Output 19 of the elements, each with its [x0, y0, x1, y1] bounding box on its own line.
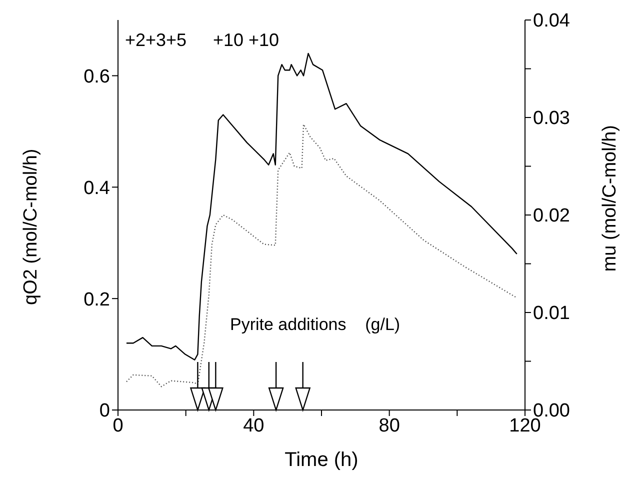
y2-tick-label: 0.03	[533, 108, 570, 130]
y2-axis-title: mu (mol/C-mol/h)	[600, 125, 621, 272]
x-tick-label: 80	[378, 415, 400, 436]
y-tick-label: 0.4	[84, 178, 110, 199]
x-tick-label: 40	[243, 415, 264, 436]
line-series	[126, 52, 518, 360]
x-axis-title: Time (h)	[284, 449, 358, 471]
y-tick-label: 0.6	[84, 66, 110, 88]
line-series	[126, 124, 518, 388]
y-axis-title: qO2 (mol/C-mol/h)	[20, 148, 42, 305]
y2-tick-label: 0.01	[533, 303, 570, 324]
y2-tick-label: 0.02	[533, 206, 570, 227]
y2-tick-label: 0.04	[533, 10, 570, 32]
x-tick-label: 0	[112, 415, 124, 436]
y-tick-label: 0	[99, 400, 110, 422]
y-tick-label: 0.2	[84, 289, 110, 310]
annotation: +2+3+5	[125, 30, 187, 50]
annotation: +10 +10	[213, 30, 280, 50]
annotation: Pyrite additions (g/L)	[230, 315, 400, 334]
